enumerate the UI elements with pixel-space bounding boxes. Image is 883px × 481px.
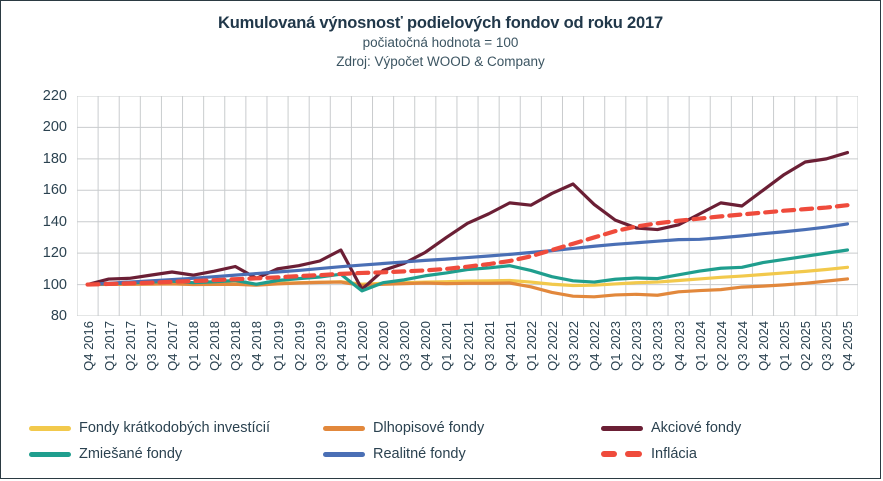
- y-axis-tick-label: 80: [50, 308, 67, 324]
- series-line: [85, 203, 850, 287]
- legend-label: Inflácia: [651, 446, 697, 462]
- legend-swatch: [323, 425, 365, 431]
- plot-area: [77, 96, 858, 316]
- y-axis-tick-label: 220: [42, 88, 67, 104]
- legend-label: Realitné fondy: [373, 446, 466, 462]
- x-axis-tick-label: Q2 2024: [713, 321, 729, 371]
- title-block: Kumulovaná výnosnosť podielových fondov …: [1, 13, 880, 71]
- x-axis-tick-label: Q3 2025: [819, 321, 835, 371]
- x-axis-tick-label: Q3 2017: [143, 321, 159, 371]
- legend-swatch: [29, 425, 71, 431]
- x-axis-tick-label: Q1 2017: [101, 321, 117, 371]
- legend-item[interactable]: Zmiešané fondy: [29, 443, 182, 465]
- legend-item[interactable]: Inflácia: [601, 443, 697, 465]
- x-axis-tick-label: Q2 2017: [122, 321, 138, 371]
- legend-swatch: [323, 451, 365, 457]
- x-axis-tick-label: Q3 2024: [734, 321, 750, 371]
- x-axis-tick-label: Q4 2019: [333, 321, 349, 371]
- series-line: [85, 150, 850, 291]
- legend-swatch: [601, 425, 643, 431]
- chart-legend: Fondy krátkodobých investícií Dlhopisové …: [1, 409, 882, 469]
- x-axis-tick-label: Q3 2020: [397, 321, 413, 371]
- x-axis-tick-label: Q4 2020: [418, 321, 434, 371]
- x-axis-tick-label: Q1 2019: [270, 321, 286, 371]
- x-axis-tick-label: Q3 2018: [228, 321, 244, 371]
- x-axis-tick-label: Q1 2023: [608, 321, 624, 371]
- x-axis-tick-label: Q4 2021: [502, 321, 518, 371]
- x-axis-tick-label: Q4 2016: [80, 321, 96, 371]
- legend-item[interactable]: Realitné fondy: [323, 443, 466, 465]
- legend-label: Zmiešané fondy: [79, 446, 183, 462]
- x-axis-tick-label: Q4 2018: [249, 321, 265, 371]
- x-axis-tick-label: Q1 2022: [523, 321, 539, 371]
- legend-item[interactable]: Akciové fondy: [601, 417, 741, 439]
- x-axis-tick-label: Q2 2018: [207, 321, 223, 371]
- x-axis-tick-label: Q3 2022: [566, 321, 582, 371]
- chart-title: Kumulovaná výnosnosť podielových fondov …: [218, 14, 663, 32]
- legend-swatch: [601, 451, 643, 457]
- legend-label: Dlhopisové fondy: [373, 420, 485, 436]
- series-line: [85, 222, 850, 287]
- x-axis-tick-label: Q2 2025: [798, 321, 814, 371]
- x-axis-tick-label: Q3 2019: [312, 321, 328, 371]
- legend-swatch: [29, 451, 71, 457]
- y-axis-labels: 80 100 120 140 160 180 200 220: [1, 87, 73, 324]
- x-axis-labels: Q4 2016 Q1 2017 Q2 2017 Q3 2017 Q4 2017 Q1 20…: [77, 319, 858, 409]
- chart-source: Zdroj: Výpočet WOOD & Company: [336, 54, 545, 69]
- x-axis-tick-label: Q1 2024: [692, 321, 708, 371]
- y-axis-tick-label: 200: [42, 119, 67, 136]
- legend-item[interactable]: Fondy krátkodobých investícií: [29, 417, 270, 439]
- x-axis-tick-label: Q2 2019: [291, 321, 307, 371]
- x-axis-tick-label: Q1 2020: [354, 321, 370, 371]
- x-axis-tick-label: Q4 2025: [840, 321, 856, 371]
- legend-item[interactable]: Dlhopisové fondy: [323, 417, 484, 439]
- x-axis-tick-label: Q4 2017: [164, 321, 180, 371]
- y-axis-tick-label: 120: [42, 245, 67, 262]
- x-axis-tick-label: Q4 2024: [756, 321, 771, 371]
- x-axis-tick-label: Q4 2022: [587, 321, 603, 371]
- x-axis-tick-label: Q3 2023: [650, 321, 666, 371]
- y-axis-tick-label: 180: [42, 150, 67, 167]
- x-axis-tick-label: Q2 2021: [460, 321, 476, 371]
- x-axis-tick-label: Q1 2025: [777, 321, 793, 371]
- chart-subtitle: počiatočná hodnota = 100: [362, 35, 519, 50]
- x-axis-tick-label: Q1 2018: [186, 321, 202, 371]
- series-line: [85, 277, 850, 299]
- legend-label: Akciové fondy: [651, 420, 742, 436]
- x-axis-tick-label: Q2 2022: [544, 321, 560, 371]
- x-axis-tick-label: Q2 2020: [376, 321, 392, 371]
- x-axis-tick-label: Q1 2021: [439, 321, 455, 371]
- gridlines: [77, 96, 858, 316]
- y-axis-tick-label: 140: [42, 213, 67, 230]
- y-axis-tick-label: 100: [42, 276, 67, 293]
- x-axis-tick-label: Q2 2023: [629, 321, 645, 371]
- plot-wrapper: 80 100 120 140 160 180 200 220 Q4 2016 Q1 2017 Q2…: [1, 87, 882, 371]
- line-chart-svg: [77, 96, 858, 316]
- y-axis-tick-label: 160: [42, 182, 67, 199]
- x-axis-tick-label: Q4 2023: [671, 321, 687, 371]
- x-axis-tick-label: Q3 2021: [481, 321, 497, 371]
- legend-label: Fondy krátkodobých investícií: [79, 420, 271, 436]
